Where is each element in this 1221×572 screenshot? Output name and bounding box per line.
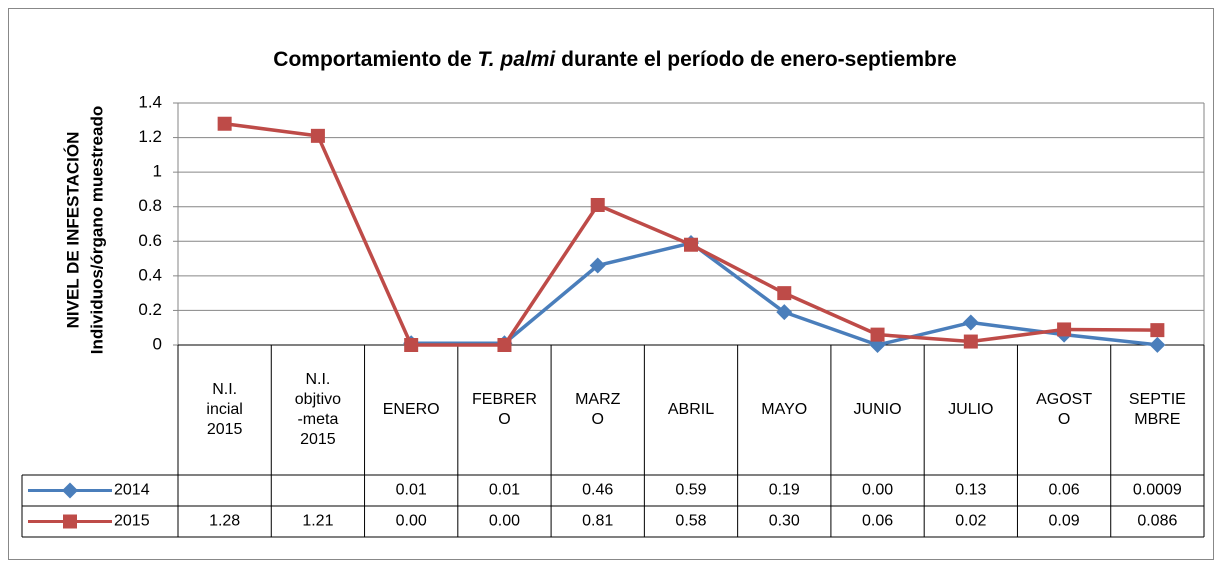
y-tick-label: 0.2 xyxy=(138,300,162,319)
marker xyxy=(962,314,979,331)
legend-label: 2014 xyxy=(114,482,150,499)
x-tick-label: ABRIL xyxy=(668,401,714,418)
y-axis-label: Individuos/órgano muestreado xyxy=(87,106,106,354)
x-tick-label: SEPTIE MBRE xyxy=(1129,391,1186,428)
x-tick-label: FEBRER O xyxy=(472,391,537,428)
x-tick-label: AGOST O xyxy=(1036,391,1092,428)
marker xyxy=(1150,323,1165,338)
title-part: durante el período de enero-septiembre xyxy=(555,48,956,71)
table-value: 0.086 xyxy=(1137,513,1177,530)
x-tick-label: MARZ O xyxy=(575,391,621,428)
table-value: 0.00 xyxy=(489,513,520,530)
table-value: 0.59 xyxy=(675,482,706,499)
marker xyxy=(776,304,793,321)
y-tick-label: 1 xyxy=(153,162,162,181)
marker xyxy=(684,237,698,252)
y-tick-label: 1.4 xyxy=(138,92,162,111)
table-value: 0.06 xyxy=(862,513,893,530)
table-value: 0.02 xyxy=(955,513,986,530)
chart-title: Comportamiento de T. palmi durante el pe… xyxy=(273,48,956,71)
table-value: 0.09 xyxy=(1049,513,1080,530)
legend-label: 2015 xyxy=(114,513,150,530)
y-tick-label: 0.6 xyxy=(138,231,162,250)
title-part: T. palmi xyxy=(477,48,556,71)
y-axis-label: NIVEL DE INFESTACIÓN xyxy=(63,132,82,329)
title-part: Comportamiento de xyxy=(273,48,477,71)
x-tick-label: N.I. objtivo -meta 2015 xyxy=(295,371,341,448)
marker xyxy=(1057,322,1072,337)
table-value: 0.0009 xyxy=(1133,482,1182,499)
x-tick-label: JULIO xyxy=(948,401,993,418)
marker xyxy=(404,338,419,352)
table-value: 0.19 xyxy=(769,482,800,499)
table-value: 0.81 xyxy=(582,513,613,530)
x-tick-label: JUNIO xyxy=(854,401,902,418)
table-value: 1.21 xyxy=(302,513,333,530)
marker xyxy=(589,257,606,274)
x-tick-label: N.I. incial 2015 xyxy=(206,381,242,438)
marker xyxy=(62,482,78,499)
marker xyxy=(217,116,232,131)
x-tick-label: ENERO xyxy=(383,401,440,418)
table-value: 0.46 xyxy=(582,482,613,499)
table-value: 0.00 xyxy=(396,513,427,530)
x-tick-label: MAYO xyxy=(761,401,807,418)
table-value: 0.06 xyxy=(1049,482,1080,499)
table-value: 0.30 xyxy=(769,513,800,530)
table-value: 0.00 xyxy=(862,482,893,499)
y-tick-label: 1.2 xyxy=(138,127,162,146)
y-tick-label: 0.8 xyxy=(138,196,162,215)
table-value: 0.13 xyxy=(955,482,986,499)
table-value: 0.58 xyxy=(675,513,706,530)
marker xyxy=(310,128,325,143)
marker xyxy=(63,514,77,529)
marker xyxy=(963,334,978,349)
table-value: 0.01 xyxy=(396,482,427,499)
table-value: 0.01 xyxy=(489,482,520,499)
marker xyxy=(590,197,605,212)
y-tick-label: 0 xyxy=(153,334,162,353)
y-tick-label: 0.4 xyxy=(138,265,162,284)
marker xyxy=(777,286,792,301)
table-value: 1.28 xyxy=(209,513,240,530)
chart-border xyxy=(8,8,1214,560)
marker xyxy=(1149,336,1166,353)
marker xyxy=(497,338,512,352)
marker xyxy=(870,327,885,342)
